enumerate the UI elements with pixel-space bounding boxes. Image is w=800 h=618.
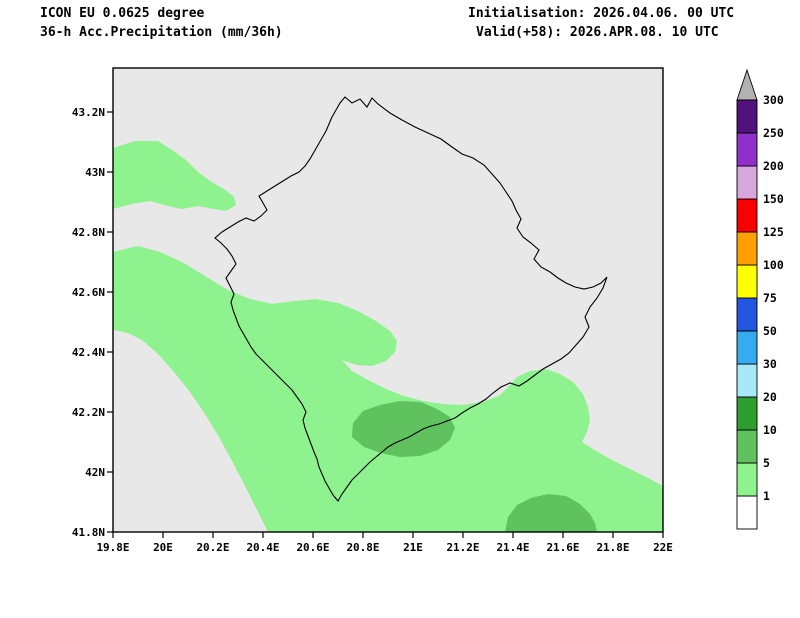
colorbar-level-label: 10	[763, 423, 777, 437]
longitude-axis: 19.8E 20E 20.2E 20.4E 20.6E 20.8E 21E 21.2E 21.4…	[96, 532, 673, 554]
x-tick-label: 20.4E	[246, 541, 279, 554]
latitude-axis: 41.8N 42N 42.2N 42.4N 42.6N 42.8N 43N 43.2N	[72, 106, 113, 539]
colorbar-level-label: 20	[763, 390, 777, 404]
precip-region-medium-center	[352, 401, 455, 457]
colorbar-level-label: 250	[763, 126, 784, 140]
x-tick-label: 20.2E	[196, 541, 229, 554]
colorbar-segment	[736, 429, 758, 464]
colorbar-segment	[736, 396, 758, 431]
colorbar-segment	[736, 495, 758, 530]
initialisation-label: Initialisation: 2026.04.06. 00 UTC	[468, 6, 735, 21]
model-title: ICON EU 0.0625 degree	[40, 6, 205, 21]
x-tick-label: 21E	[403, 541, 423, 554]
colorbar-segment	[736, 231, 758, 266]
colorbar-level-label: 5	[763, 456, 770, 470]
precip-region-medium-south	[505, 494, 597, 532]
colorbar-segment	[736, 297, 758, 332]
y-tick-label: 43.2N	[72, 106, 105, 119]
colorbar-level-label: 300	[763, 93, 784, 107]
colorbar-level-label: 30	[763, 357, 777, 371]
product-title: 36-h Acc.Precipitation (mm/36h)	[40, 25, 283, 40]
colorbar-segment	[736, 330, 758, 365]
y-tick-label: 41.8N	[72, 526, 105, 539]
colorbar-level-label: 50	[763, 324, 777, 338]
x-tick-label: 21.2E	[446, 541, 479, 554]
y-tick-label: 42.2N	[72, 406, 105, 419]
colorbar-level-label: 200	[763, 159, 784, 173]
colorbar-level-label: 1	[763, 489, 770, 503]
colorbar-segment	[736, 363, 758, 398]
x-tick-label: 22E	[653, 541, 673, 554]
map-frame	[112, 67, 664, 533]
colorbar: 1 5 10 20 30 50 75 100 125 150 200 250 300	[736, 68, 784, 530]
colorbar-level-label: 75	[763, 291, 777, 305]
y-tick-label: 42.4N	[72, 346, 105, 359]
colorbar-segment	[736, 165, 758, 200]
x-tick-label: 20E	[153, 541, 173, 554]
precip-region-light-northwest	[113, 141, 236, 211]
y-tick-label: 42.8N	[72, 226, 105, 239]
x-tick-label: 21.4E	[496, 541, 529, 554]
x-tick-label: 20.8E	[346, 541, 379, 554]
valid-time-label: Valid(+58): 2026.APR.08. 10 UTC	[476, 25, 719, 40]
colorbar-segment	[736, 99, 758, 134]
x-tick-label: 21.8E	[596, 541, 629, 554]
y-tick-label: 42N	[85, 466, 105, 479]
precip-medium-group	[352, 401, 597, 532]
y-tick-label: 43N	[85, 166, 105, 179]
colorbar-segment	[736, 462, 758, 497]
colorbar-segment	[736, 132, 758, 167]
precip-region-light-main	[113, 246, 663, 532]
x-tick-label: 21.6E	[546, 541, 579, 554]
colorbar-segment	[736, 198, 758, 233]
y-tick-label: 42.6N	[72, 286, 105, 299]
precipitation-layer	[113, 141, 663, 532]
x-tick-label: 19.8E	[96, 541, 129, 554]
colorbar-level-label: 125	[763, 225, 784, 239]
colorbar-level-label: 150	[763, 192, 784, 206]
precip-light-group	[113, 141, 663, 532]
colorbar-level-label: 100	[763, 258, 784, 272]
colorbar-over-arrow	[736, 68, 758, 101]
colorbar-segment	[736, 264, 758, 299]
x-tick-label: 20.6E	[296, 541, 329, 554]
country-border	[214, 96, 608, 502]
